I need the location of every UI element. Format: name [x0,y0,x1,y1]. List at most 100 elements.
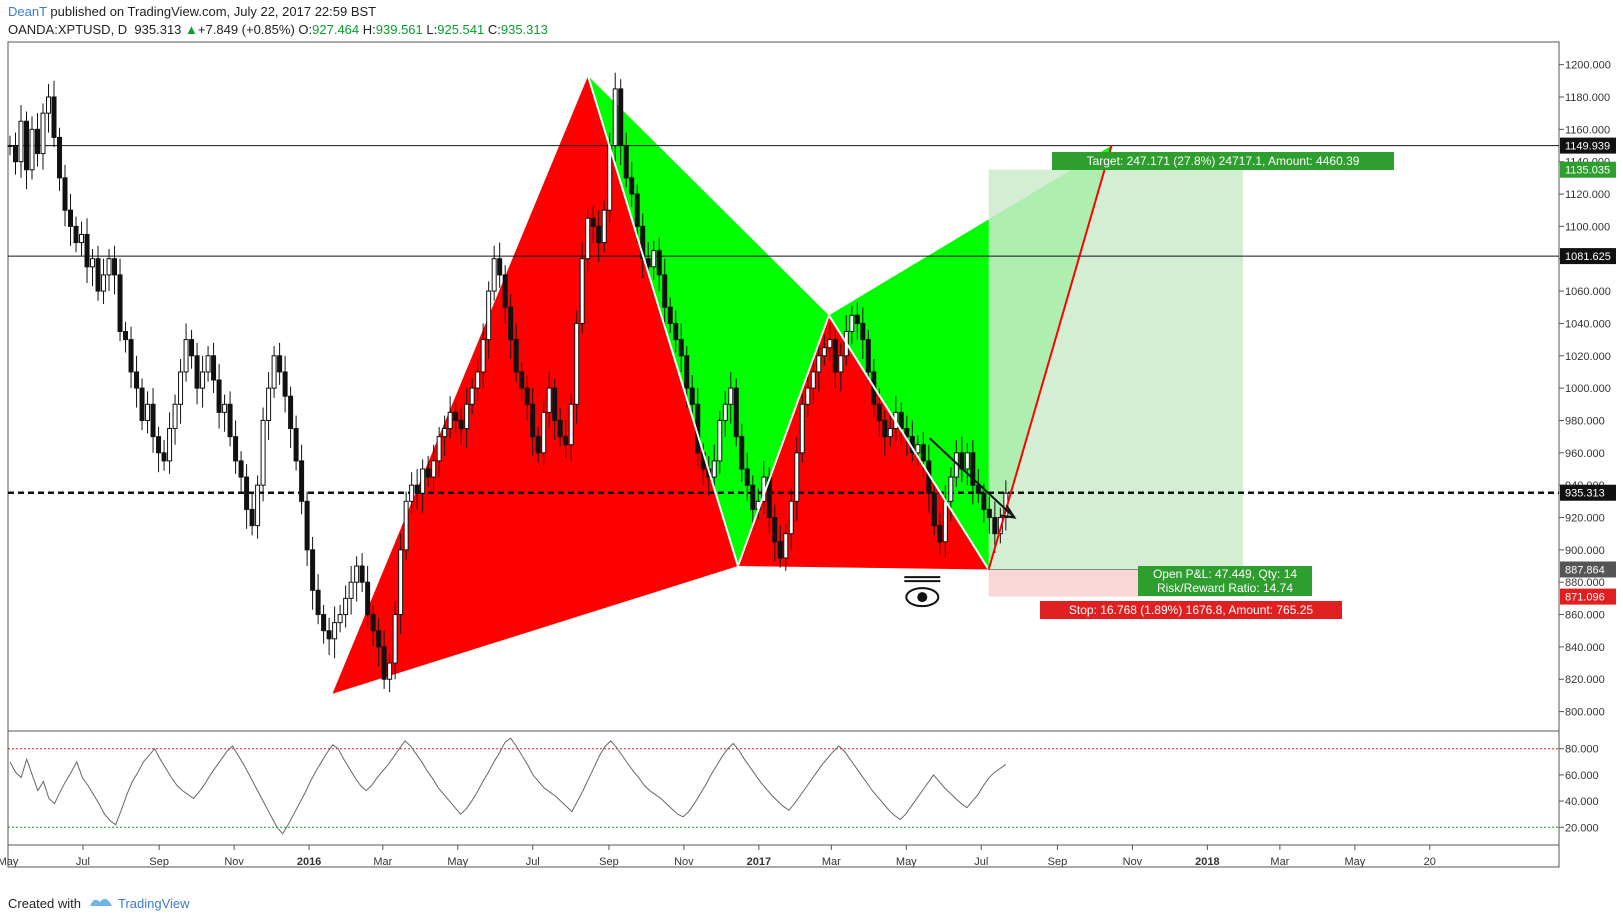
candle-body [816,355,822,373]
candle-body [810,371,816,389]
open-label: O: [298,22,313,37]
candle-body [662,274,668,308]
candle-body [557,419,563,438]
candle-body [948,476,954,502]
last-price: 935.313 [134,22,182,37]
candle-body [156,436,162,454]
candle-body [541,411,547,454]
candle-body [332,622,338,640]
candle-body [733,387,739,438]
candle-body [343,597,349,616]
x-tick-label: Sep [599,856,619,868]
author-link[interactable]: DeanT [8,4,47,19]
axis-price-label-bg [1560,484,1616,501]
candle-body [904,428,910,438]
y-tick-label: 1160.000 [1565,124,1610,136]
candle-body [508,306,514,341]
rsi-line [9,737,1007,835]
candle-body [321,614,327,632]
eye-pupil-icon [917,592,928,603]
candle-body [607,145,613,211]
candle-body [387,662,393,680]
y-tick-label: 880.000 [1565,577,1605,589]
candle-body [497,258,503,276]
candle-body [13,145,19,163]
candle-body [18,120,24,163]
low-label: L: [426,22,438,37]
tradingview-brand-link[interactable]: TradingView [118,896,190,911]
candle-body [640,225,646,260]
y-tick-label: 800.000 [1565,707,1605,719]
y-tick-label: 1120.000 [1565,189,1610,201]
x-tick-label: Jul [974,856,988,868]
candle-body [244,476,250,510]
candle-body [84,233,90,268]
candle-body [310,549,316,591]
pnl-label-bg [1138,566,1312,596]
candle-body [739,436,745,470]
candle-body [964,452,970,470]
candle-body [288,395,294,430]
y-tick-label: 1200.000 [1565,60,1611,72]
candle-body [409,484,415,502]
candle-body [623,145,629,179]
candle-body [535,436,541,454]
pattern-edge-bc [737,314,830,567]
rr-label: Risk/Reward Ratio: 14.74 [1157,581,1293,595]
candle-body [90,258,96,268]
candle-body [35,128,41,155]
candle-body [145,403,151,421]
candle-body [920,444,926,462]
candle-body [629,177,635,195]
open-value: 927.464 [312,22,360,37]
candle-body [887,428,893,438]
candle-body [398,549,404,616]
candle-body [882,419,888,438]
symbol-name: OANDA:XPTUSD, D [8,22,128,37]
candle-body [442,428,448,438]
candle-body [728,387,734,405]
x-tick-label: Mar [822,856,841,868]
candle-body [106,258,112,276]
candle-body [915,444,921,454]
candle-body [403,500,409,551]
x-tick-label: Jul [76,856,90,868]
candle-body [211,355,217,381]
candle-body [216,379,222,413]
candle-body [304,500,310,551]
candle-body [480,339,486,373]
candle-body [73,225,79,244]
candle-body [381,646,387,680]
candle-body [150,403,156,438]
candle-body [128,339,134,373]
candle-body [667,306,673,324]
candle-body [981,492,987,510]
y-tick-label: 860.000 [1565,610,1605,622]
axis-price-label: 1135.035 [1565,165,1610,177]
low-value: 925.541 [437,22,485,37]
price-change: +7.849 (+0.85%) [197,22,295,37]
profit-zone [988,169,1244,570]
candle-body [293,428,299,462]
candle-body [777,541,783,559]
candle-body [238,460,244,478]
candle-body [425,468,431,478]
candle-body [937,525,943,543]
symbol-info: OANDA:XPTUSD, D 935.313 ▲+7.849 (+0.85%)… [8,22,548,37]
chart-area[interactable]: 800.000 820.000 840.000 860.000 880.000 900.0… [0,0,1623,880]
candle-body [255,484,261,527]
candle-body [260,419,266,486]
candle-body [299,460,305,502]
candle-body [524,387,530,405]
candle-body [744,468,750,486]
pattern-triangle-bcd [737,315,989,570]
x-tick-label: Jul [526,856,540,868]
candle-body [178,371,184,405]
candle-body [772,517,778,543]
candle-body [458,419,464,430]
y-tick-label: 1000.000 [1565,383,1611,395]
candle-body [750,484,756,510]
candle-body [546,387,552,413]
y-tick-label: 900.000 [1565,545,1605,557]
candle-body [183,339,189,373]
